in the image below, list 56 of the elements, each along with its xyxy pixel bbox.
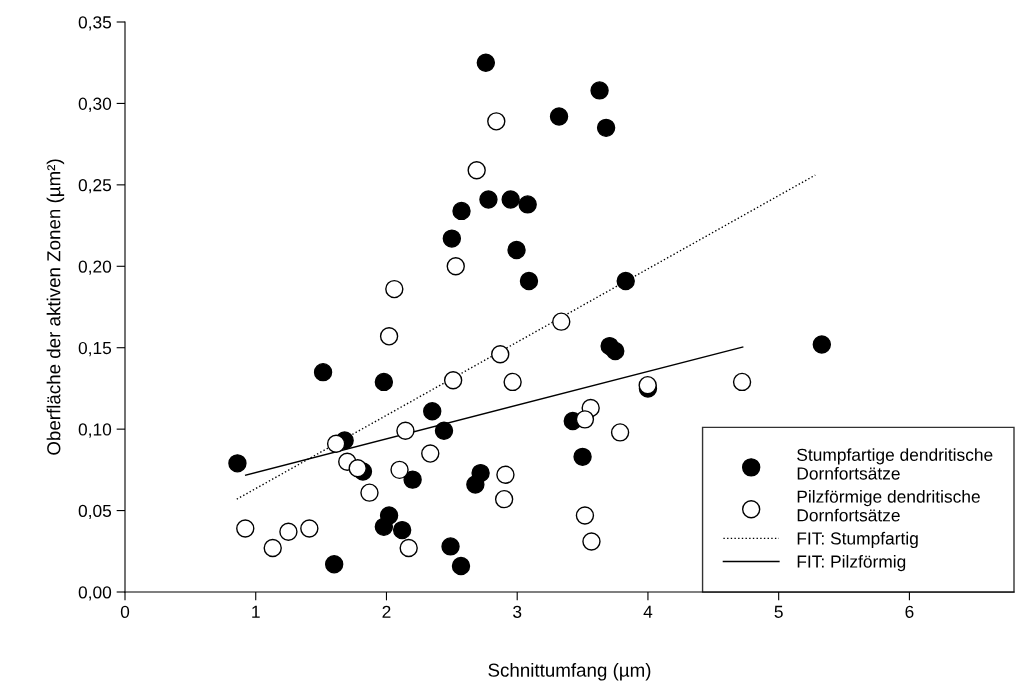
point xyxy=(396,421,415,440)
y-tick-label: 0,10 xyxy=(78,423,112,438)
point xyxy=(452,201,471,221)
x-tick-label: 1 xyxy=(252,605,260,618)
point xyxy=(392,520,412,540)
point xyxy=(638,375,657,395)
x-tick-label: 3 xyxy=(513,605,522,618)
x-tick-label: 6 xyxy=(905,605,914,618)
x-tick-label: 2 xyxy=(382,605,391,618)
point xyxy=(441,537,460,556)
x-axis-title: Schnittumfang (µm) xyxy=(488,663,651,681)
y-tick-label: 0,20 xyxy=(78,260,112,275)
point xyxy=(476,53,496,72)
point xyxy=(552,312,571,331)
point xyxy=(313,362,333,382)
point xyxy=(479,190,498,209)
point xyxy=(443,371,463,390)
point xyxy=(596,118,616,138)
x-tick-label: 5 xyxy=(774,605,783,618)
point xyxy=(326,434,346,454)
point xyxy=(575,410,595,429)
point xyxy=(590,81,609,100)
point xyxy=(616,271,635,291)
point xyxy=(434,421,454,440)
y-tick-label: 0,15 xyxy=(78,341,112,357)
point xyxy=(451,556,471,576)
x-tick-label: 4 xyxy=(643,605,653,618)
point xyxy=(471,463,490,483)
point xyxy=(374,372,394,392)
point xyxy=(324,555,344,574)
point xyxy=(549,107,569,126)
point xyxy=(423,402,442,421)
y-tick-label: 0,05 xyxy=(78,504,112,520)
point xyxy=(573,447,592,467)
point xyxy=(228,454,247,473)
point xyxy=(812,335,832,354)
point xyxy=(507,240,526,260)
point xyxy=(442,229,462,248)
point xyxy=(348,459,367,478)
y-tick-label: 0,35 xyxy=(78,16,112,31)
legend-label: FIT: Pilzförmig xyxy=(797,554,906,572)
y-tick-label: 0,00 xyxy=(78,586,112,601)
point xyxy=(518,195,537,214)
y-tick-label: 0,25 xyxy=(78,179,112,194)
point xyxy=(491,345,510,364)
y-tick-label: 0,30 xyxy=(78,97,112,112)
x-tick-label: 0 xyxy=(120,605,130,618)
point xyxy=(403,470,422,489)
legend-label: Pilzförmige dendritische Dornfortsätze xyxy=(797,490,980,522)
point xyxy=(519,271,539,291)
legend-label: FIT: Stumpfartig xyxy=(797,531,918,549)
point xyxy=(501,190,520,209)
legend-label: Stumpfartige dendritische Dornfortsätze xyxy=(797,448,993,480)
point xyxy=(379,506,399,525)
point xyxy=(606,341,625,361)
y-axis-title: Oberfläche der aktiven Zonen (µm²) xyxy=(46,159,65,455)
